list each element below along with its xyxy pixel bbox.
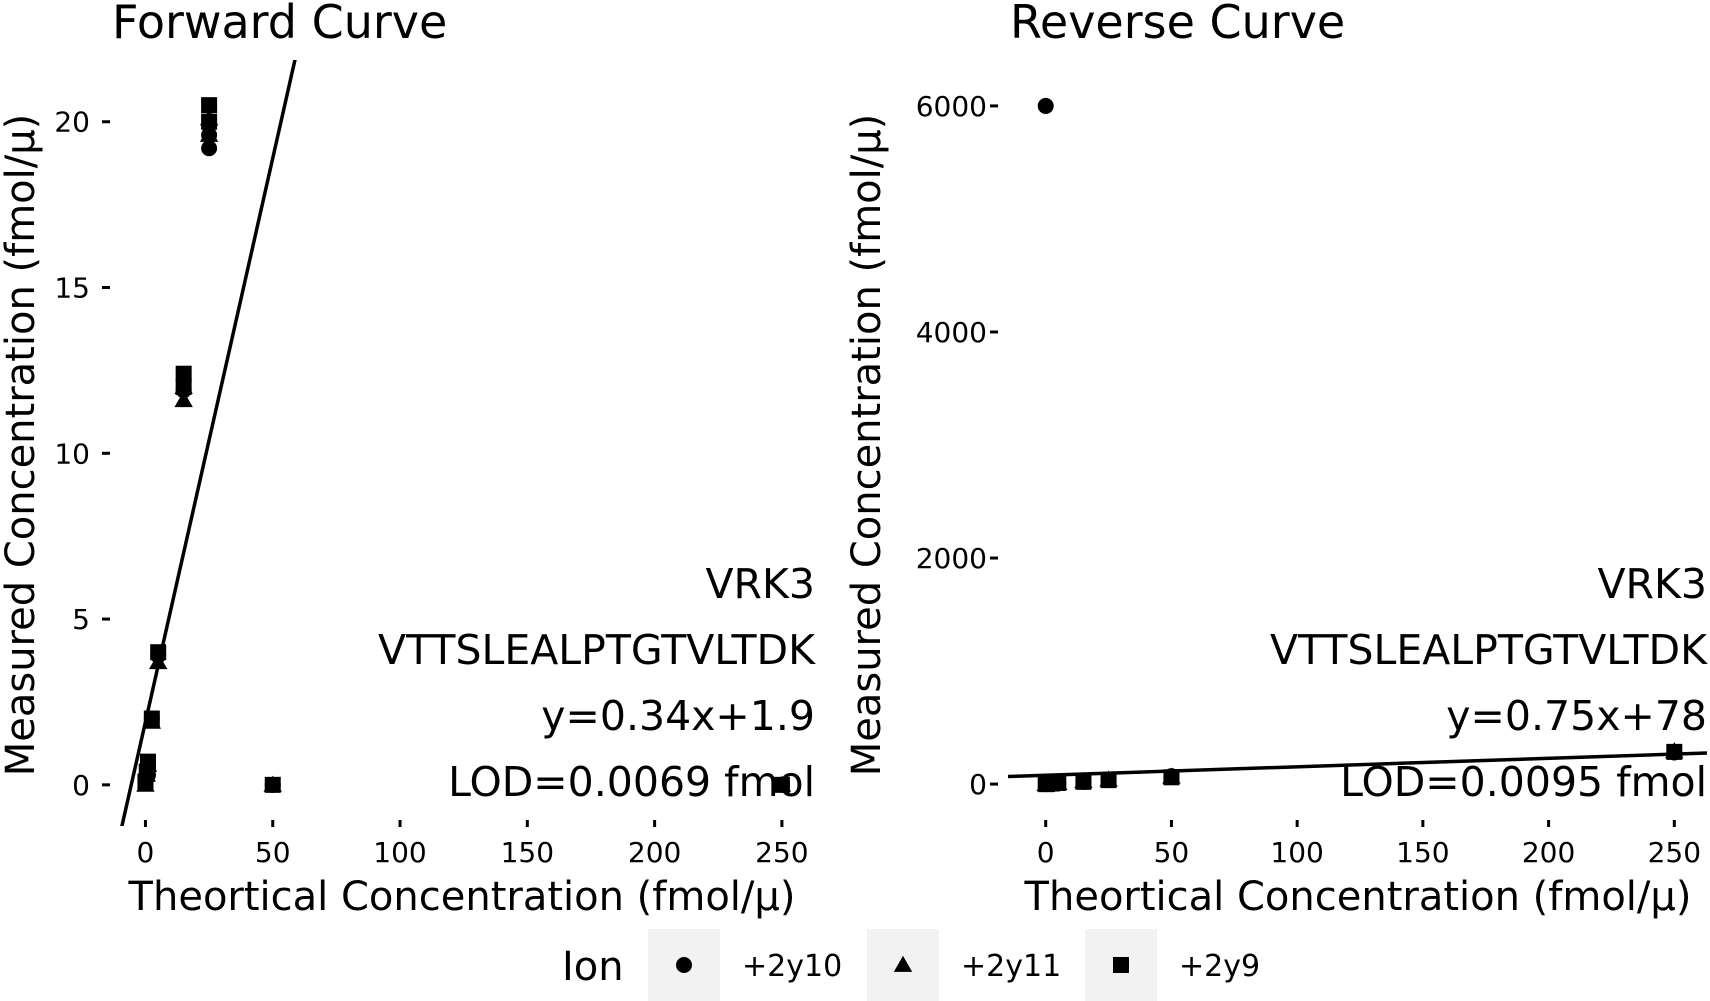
data-point-plus-2y9 [1666,743,1683,760]
legend-key-square [1113,957,1129,973]
data-point-plus-2y9 [773,776,790,793]
legend: Ion +2y10 +2y11 +2y9 [562,929,1260,1001]
y-tick-label: 15 [54,272,90,305]
x-tick-label: 100 [1270,836,1323,869]
y-tick-label: 0 [969,768,987,801]
y-tick-label: 5 [72,603,90,636]
x-tick-label: 200 [1522,836,1575,869]
data-point-plus-2y9 [264,776,281,793]
legend-label: +2y10 [742,949,842,984]
annotation-line: VTTSLEALPTGTVLTDK [378,626,816,674]
data-point-plus-2y11 [174,391,193,408]
y-axis-title: Measured Concentration (fmol/µ) [0,114,44,777]
legend-title: Ion [562,944,624,990]
data-point-plus-2y9 [140,753,157,770]
x-tick-label: 200 [628,836,681,869]
legend-label: +2y9 [1179,949,1260,984]
y-tick-label: 6000 [916,90,987,123]
x-tick-label: 250 [1648,836,1701,869]
x-tick-label: 0 [1037,836,1055,869]
data-point-plus-2y9 [175,378,192,395]
data-point-plus-2y9 [150,644,167,661]
reverse-curve-panel: Reverse Curve 0 2000 4000 6000 0 50 100 150 200 25… [844,0,1708,920]
data-point-plus-2y10 [201,140,218,157]
y-tick-label: 20 [54,106,90,139]
fit-line [120,60,297,826]
y-axis-title: Measured Concentration (fmol/µ) [844,114,890,777]
x-axis-title: Theortical Concentration (fmol/µ) [1024,874,1692,920]
fit-line [1008,751,1707,779]
data-point-plus-2y9 [201,97,218,114]
data-point-plus-2y9 [1050,774,1067,791]
annotation-line: y=0.75x+78 [1446,692,1707,740]
x-tick-label: 50 [255,836,291,869]
y-tick-label: 0 [72,769,90,802]
data-point-plus-2y11 [199,125,219,142]
data-point-plus-2y9 [1163,769,1180,786]
data-point-plus-2y9 [175,365,192,382]
y-tick-label: 4000 [916,316,987,349]
legend-label: +2y11 [961,949,1061,984]
annotation-line: LOD=0.0095 fmol [1340,758,1707,806]
data-point-plus-2y9 [143,710,160,727]
plot-area [1008,97,1707,793]
legend-key-circle [676,957,692,973]
x-tick-label: 250 [755,836,808,869]
data-point-plus-2y9 [1075,773,1092,790]
x-tick-label: 100 [373,836,426,869]
annotation-line: VRK3 [1597,560,1707,608]
x-tick-label: 0 [137,836,155,869]
annotation-line: y=0.34x+1.9 [541,692,815,740]
x-axis-title: Theortical Concentration (fmol/µ) [128,874,796,920]
x-tick-label: 50 [1154,836,1190,869]
chart-title: Reverse Curve [1010,0,1345,49]
data-point-plus-2y9 [1100,772,1117,789]
y-tick-label: 2000 [916,542,987,575]
plot-area [120,60,792,826]
data-point-plus-2y10 [1037,97,1054,114]
y-tick-label: 10 [54,437,90,470]
annotation-line: VRK3 [705,560,815,608]
x-tick-label: 150 [1396,836,1449,869]
x-tick-label: 150 [501,836,554,869]
annotation-line: LOD=0.0069 fmol [448,758,815,806]
data-point-plus-2y11 [148,652,168,670]
data-point-plus-2y9 [201,113,218,130]
annotation-line: VTTSLEALPTGTVLTDK [1270,626,1708,674]
legend-key-triangle [893,955,913,972]
chart-title: Forward Curve [112,0,447,49]
